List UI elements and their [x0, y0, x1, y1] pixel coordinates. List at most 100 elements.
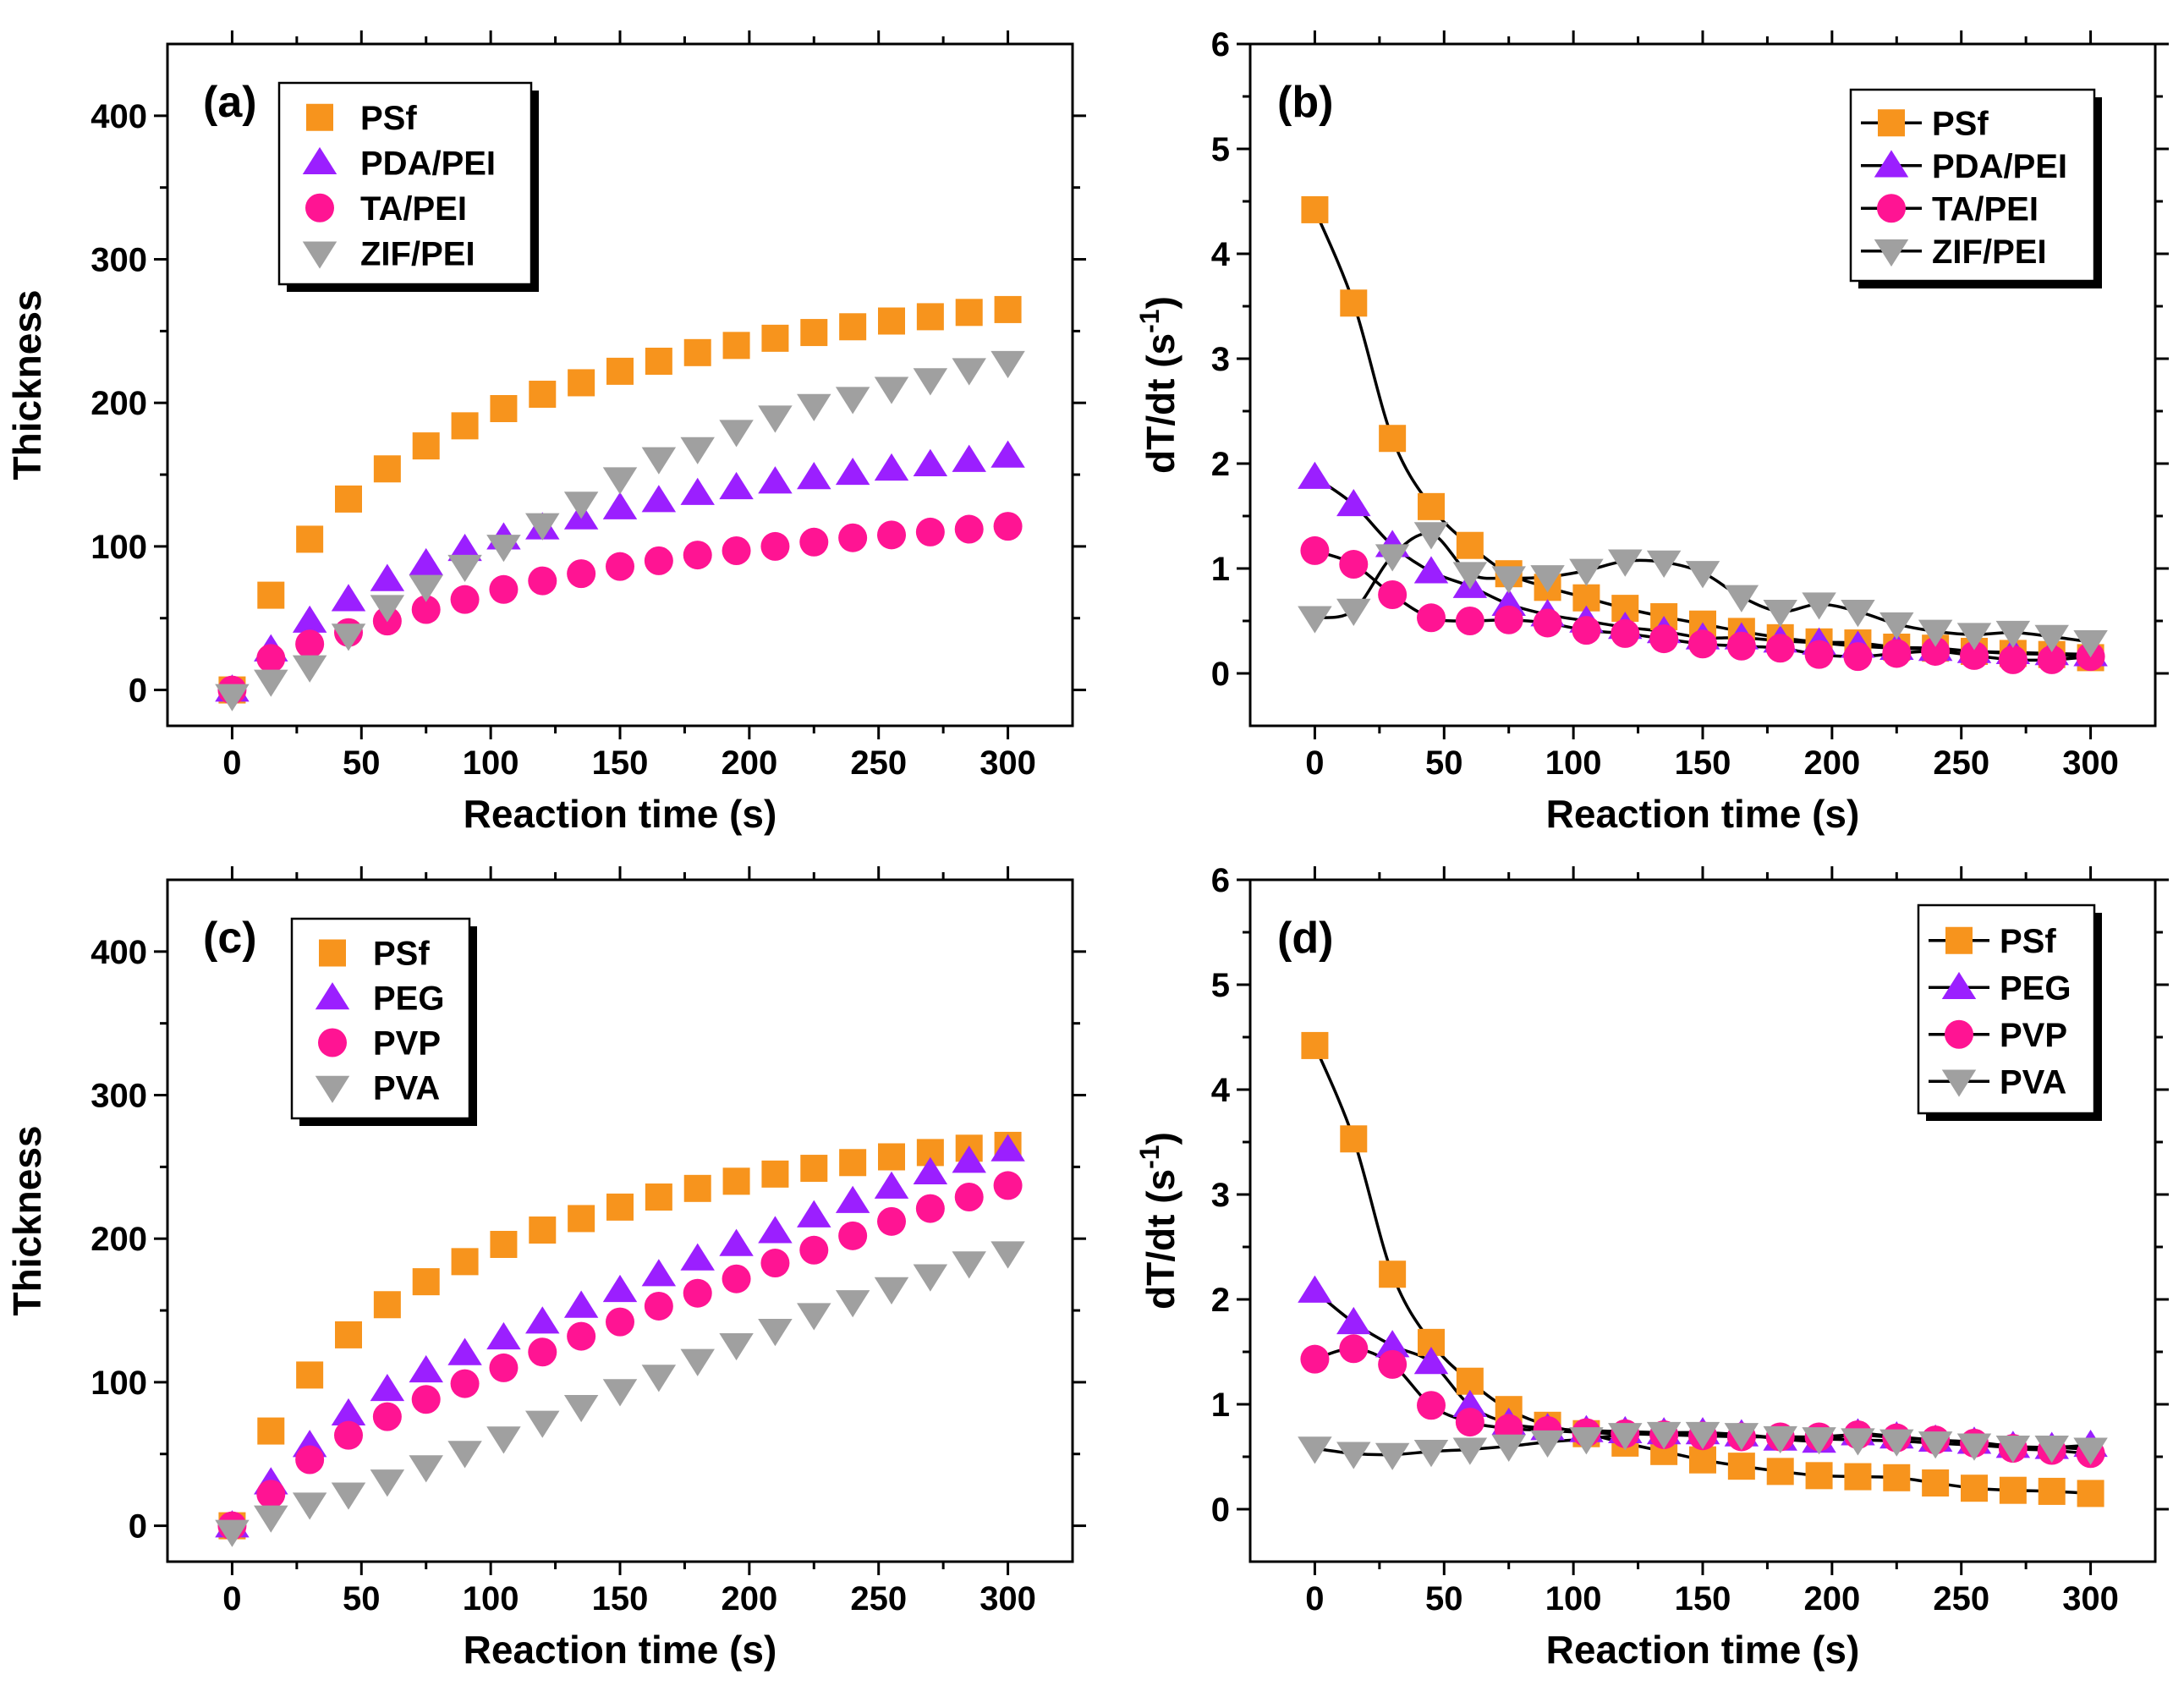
data-point-zif-pei: [331, 623, 366, 651]
data-point-psf: [373, 455, 401, 483]
y-axis-label: dT/dt (s-1): [1134, 296, 1183, 474]
data-point-pva: [1841, 1428, 1875, 1456]
data-point-peg: [370, 1373, 405, 1402]
data-point-psf: [1727, 1453, 1755, 1480]
data-point-psf: [529, 1216, 557, 1244]
data-point-ta-pei: [644, 546, 673, 575]
data-point-zif-pei: [1763, 600, 1797, 628]
data-point-pvp: [256, 1480, 286, 1509]
data-point-peg: [331, 1398, 366, 1426]
data-point-pva: [447, 1441, 482, 1469]
legend-marker-peg: [315, 982, 350, 1010]
panel-b: 0 50 100 150 200 250 300 0 1 2 3 4 5 6 Reaction time (…: [1134, 26, 2169, 836]
legend-label: ZIF/PEI: [360, 235, 475, 272]
data-point-pda-pei: [409, 547, 443, 576]
data-point-peg: [874, 1171, 909, 1199]
data-point-psf: [296, 1361, 324, 1389]
data-point-zif-pei: [680, 437, 715, 464]
data-point-psf: [761, 324, 789, 352]
legend-label: PDA/PEI: [1932, 148, 2067, 185]
series-group-c: [215, 1131, 1025, 1547]
data-point-zif-pei: [563, 492, 599, 519]
data-point-psf: [722, 332, 750, 360]
x-tick-label: 100: [463, 1580, 519, 1617]
data-point-zif-pei: [758, 405, 793, 433]
data-point-pva: [331, 1482, 366, 1510]
y-axis-label-sup: -1: [1134, 1145, 1165, 1168]
legend-marker-pvp: [1945, 1019, 1973, 1049]
x-tick-label: 150: [592, 1580, 649, 1617]
x-tick-label: 50: [343, 744, 381, 782]
legend-c: PSf PEG PVP PVA: [290, 917, 477, 1126]
y-axis-label-main: dT/dt (s: [1139, 1169, 1183, 1310]
data-point-zif-pei: [952, 358, 986, 386]
legend-label: PVA: [2000, 1063, 2066, 1101]
data-point-ta-pei: [877, 520, 906, 550]
data-point-peg: [913, 1156, 948, 1184]
data-point-psf: [451, 412, 479, 440]
data-point-psf: [1689, 1446, 1716, 1474]
data-point-zif-pei: [525, 513, 560, 541]
y-tick-label: 1: [1211, 551, 1230, 588]
x-tick-label: 300: [2062, 1580, 2119, 1617]
data-point-pvp: [567, 1321, 596, 1351]
data-point-peg: [409, 1354, 443, 1383]
x-axis-label: Reaction time (s): [1546, 792, 1860, 836]
data-point-pda-pei: [292, 605, 327, 633]
data-point-peg: [680, 1243, 715, 1271]
legend-label: PSf: [2000, 923, 2056, 960]
x-tick-label: 150: [1675, 744, 1731, 782]
data-point-zif-pei: [1491, 566, 1526, 594]
data-point-pvp: [411, 1385, 441, 1414]
data-point-psf: [1961, 1475, 1988, 1502]
data-point-psf: [335, 1321, 362, 1348]
data-point-pda-pei: [990, 440, 1025, 468]
data-point-psf: [2077, 1480, 2104, 1508]
y-tick-label: 5: [1211, 967, 1230, 1004]
data-point-pva: [525, 1410, 560, 1438]
y-tick-label: 400: [91, 98, 147, 135]
data-point-ta-pei: [1843, 642, 1873, 672]
data-point-zif-pei: [292, 655, 327, 683]
data-point-psf: [839, 313, 867, 341]
data-point-pva: [990, 1241, 1025, 1269]
y-axis-label-end: ): [1139, 296, 1183, 309]
y-tick-label: 2: [1211, 1282, 1230, 1319]
data-point-psf: [878, 1143, 905, 1171]
x-tick-label: 300: [980, 1580, 1036, 1617]
data-point-zif-pei: [1724, 585, 1759, 612]
data-point-ta-pei: [567, 559, 596, 589]
data-point-peg: [1413, 1347, 1449, 1375]
legend-label: TA/PEI: [360, 190, 467, 228]
data-point-ta-pei: [2037, 645, 2066, 674]
panel-c: 0 50 100 150 200 250 300 0 100 200 300 400 Reaction …: [5, 866, 1086, 1672]
y-tick-label: 0: [1211, 656, 1230, 693]
data-point-psf: [568, 369, 595, 397]
data-point-psf: [1844, 1463, 1872, 1491]
data-point-pvp: [838, 1221, 868, 1250]
data-point-psf: [994, 295, 1022, 323]
data-point-pva: [1802, 1427, 1836, 1455]
data-point-pvp: [915, 1194, 945, 1223]
data-point-psf: [412, 1268, 440, 1296]
data-point-psf: [645, 1183, 672, 1211]
data-point-pvp: [450, 1369, 480, 1398]
data-point-pva: [2073, 1437, 2108, 1465]
data-point-pvp: [528, 1337, 557, 1367]
legend-label: PEG: [373, 980, 444, 1018]
data-point-pda-pei: [835, 457, 870, 486]
panel-label: (b): [1277, 78, 1333, 127]
x-tick-label: 0: [1305, 1580, 1324, 1617]
legend-label: PVA: [373, 1070, 440, 1107]
data-point-pva: [602, 1379, 638, 1407]
data-point-pvp: [606, 1307, 634, 1337]
y-axis-label: Thickness: [5, 290, 49, 481]
data-point-peg: [719, 1228, 754, 1256]
legend-label: ZIF/PEI: [1932, 233, 2047, 271]
y-axis-label: Thickness: [5, 1126, 49, 1316]
data-point-pva: [874, 1277, 909, 1304]
data-point-ta-pei: [295, 629, 325, 659]
y-tick-label: 200: [91, 385, 147, 422]
data-point-ta-pei: [1882, 639, 1912, 668]
